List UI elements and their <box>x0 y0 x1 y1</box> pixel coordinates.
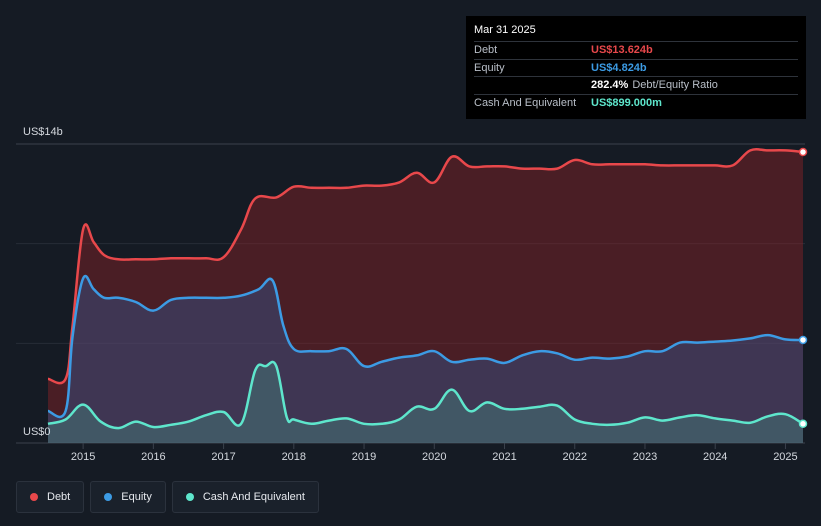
end-marker-equity <box>798 335 808 345</box>
legend-dot-cash <box>185 493 194 501</box>
x-tick-label: 2025 <box>773 451 797 463</box>
tooltip-label-cash: Cash And Equivalent <box>474 96 577 109</box>
tooltip-label-debt: Debt <box>474 44 498 57</box>
x-tick-label: 2022 <box>563 451 587 463</box>
tooltip-value-debt: US$13.624b <box>591 44 653 57</box>
chart-lines <box>47 147 804 430</box>
legend-dot-debt <box>30 493 38 501</box>
chart-areas <box>48 149 803 443</box>
area-cash <box>48 361 803 443</box>
tooltip-row-cash: Cash And Equivalent US$899.000m <box>474 93 798 112</box>
x-tick-label: 2016 <box>141 451 165 463</box>
legend-dot-equity <box>104 493 113 501</box>
legend-item-debt[interactable]: Debt <box>16 481 85 513</box>
area-debt <box>48 149 803 443</box>
chart-legend: Debt Equity Cash And Equivalent <box>16 481 319 513</box>
legend-item-cash[interactable]: Cash And Equivalent <box>171 481 319 513</box>
line-debt <box>47 147 804 385</box>
line-cash <box>47 360 804 430</box>
end-markers <box>798 147 808 429</box>
x-tick-label: 2021 <box>492 451 516 463</box>
x-tick-label: 2020 <box>422 451 446 463</box>
tooltip-ratio-caption: Debt/Equity Ratio <box>632 79 718 92</box>
legend-label-equity: Equity <box>121 491 152 503</box>
tooltip-label-equity: Equity <box>474 61 505 74</box>
legend-label-debt: Debt <box>47 491 71 503</box>
y-axis-bottom-label: US$0 <box>23 426 51 438</box>
x-tick-label: 2024 <box>703 451 727 463</box>
legend-label-cash: Cash And Equivalent <box>202 491 305 503</box>
x-tick-label: 2019 <box>352 451 376 463</box>
data-tooltip: Mar 31 2025 Debt US$13.624b Equity US$4.… <box>466 16 806 119</box>
tooltip-value-equity: US$4.824b <box>591 61 647 74</box>
grid-lines <box>16 143 805 444</box>
end-marker-debt <box>798 147 808 157</box>
x-tick-label: 2015 <box>71 451 95 463</box>
tooltip-value-cash: US$899.000m <box>591 96 662 109</box>
y-axis-top-label: US$14b <box>23 126 63 138</box>
legend-item-equity[interactable]: Equity <box>90 481 166 513</box>
tooltip-row-equity: Equity US$4.824b <box>474 58 798 77</box>
end-marker-cash <box>798 419 808 429</box>
tooltip-value-ratio: 282.4% <box>591 79 629 92</box>
x-tick-label: 2018 <box>282 451 306 463</box>
line-equity <box>47 274 804 419</box>
x-tick-label: 2017 <box>211 451 235 463</box>
x-tick-label: 2023 <box>633 451 657 463</box>
x-axis-ticks: 2015 2016 2017 2018 2019 2020 2021 2022 2023 2024… <box>71 443 798 463</box>
tooltip-row-ratio: 282.4% Debt/Equity Ratio <box>474 76 798 94</box>
area-equity <box>48 276 803 443</box>
tooltip-date: Mar 31 2025 <box>474 24 536 36</box>
tooltip-row-debt: Debt US$13.624b <box>474 41 798 59</box>
